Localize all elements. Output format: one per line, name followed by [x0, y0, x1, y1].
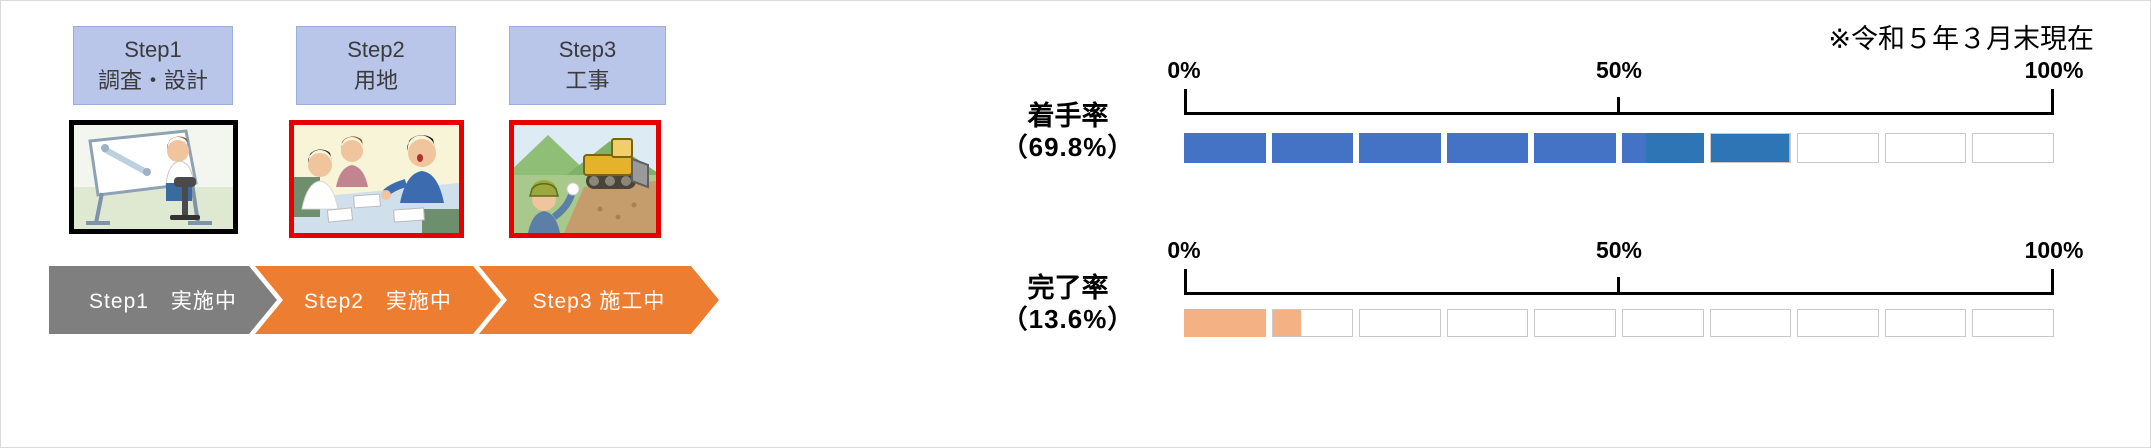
- chart1-axis-tick-mark: [2051, 89, 2054, 115]
- chart2-axis-line: [1184, 292, 2054, 295]
- step1-label-box: Step1 調査・設計: [73, 26, 233, 105]
- chart1-tick-50: 50%: [1595, 57, 1643, 83]
- chart2-tick-100: 100%: [2024, 237, 2084, 263]
- step3-name: 工事: [565, 68, 610, 93]
- construction-illustration: [514, 125, 656, 233]
- bar-cell: [1621, 133, 1704, 163]
- bar-cell: [1797, 309, 1879, 337]
- chart1-axis-tick-mark: [1617, 97, 1620, 115]
- chart2-bar-track: [1184, 309, 2054, 337]
- chart1-bar-track: [1184, 133, 2054, 163]
- step1-title: Step1: [124, 37, 182, 62]
- bar-cell: [1184, 309, 1266, 337]
- bar-cell: [1446, 309, 1529, 337]
- chart2-value: （13.6%）: [1001, 304, 1135, 334]
- chart1-axis-tick-mark: [1184, 89, 1187, 115]
- step2-name: 用地: [353, 68, 398, 93]
- step3-label-box: Step3 工事: [509, 26, 666, 105]
- step2-title: Step2: [347, 37, 405, 62]
- chart1-tick-100: 100%: [2024, 57, 2084, 83]
- arrow-step2-label: Step2 実施中: [304, 290, 452, 313]
- bar-cell: [1884, 309, 1967, 337]
- bar-cell: [1884, 133, 1967, 163]
- bar-cell: [1534, 309, 1616, 337]
- chart1-value: （69.8%）: [1001, 132, 1135, 162]
- as-of-date-note: ※令和５年３月末現在: [1828, 24, 2094, 54]
- chart1-tick-0: 0%: [1167, 57, 1201, 83]
- chart2-tick-50: 50%: [1595, 237, 1643, 263]
- chart1-axis-line: [1184, 112, 2054, 115]
- bar-cell: [1359, 133, 1441, 163]
- chart2-tick-0: 0%: [1167, 237, 1201, 263]
- chart2-axis-tick-mark: [1184, 269, 1187, 295]
- land-meeting-illustration: [294, 125, 459, 233]
- bar-cell: [1446, 133, 1529, 163]
- chart1-plot: 0% 50% 100%: [1167, 57, 2083, 167]
- bar-cell: [1972, 309, 2054, 337]
- survey-design-image-frame: [69, 120, 238, 234]
- chart1-title: 着手率: [1027, 101, 1109, 131]
- chart2-plot: 0% 50% 100%: [1167, 237, 2083, 343]
- chart1-title-block: 着手率 （69.8%）: [953, 101, 1183, 162]
- chart2-axis-tick-mark: [1617, 277, 1620, 295]
- bar-cell: [1271, 133, 1354, 163]
- bar-cell: [1534, 133, 1616, 163]
- step2-label-box: Step2 用地: [296, 26, 456, 105]
- chart2-title: 完了率: [1027, 273, 1109, 303]
- construction-image-frame: [509, 120, 661, 238]
- bar-cell: [1359, 309, 1441, 337]
- chart2-axis-tick-mark: [2051, 269, 2054, 295]
- step1-name: 調査・設計: [97, 68, 208, 93]
- progress-arrow-strip: Step1 実施中 Step2 実施中 Step3 施工中: [49, 266, 719, 334]
- bar-cell: [1621, 309, 1704, 337]
- bar-cell: [1797, 133, 1879, 163]
- chevron-arrows-graphic: [49, 266, 719, 334]
- arrow-step3-label: Step3 施工中: [532, 290, 666, 313]
- bar-cell: [1184, 133, 1266, 163]
- step3-title: Step3: [558, 37, 617, 62]
- bar-cell: [1709, 133, 1792, 163]
- bar-cell: [1271, 309, 1354, 337]
- land-meeting-image-frame: [289, 120, 464, 238]
- bar-cell: [1972, 133, 2054, 163]
- bar-cell: [1709, 309, 1792, 337]
- arrow-step1-label: Step1 実施中: [89, 290, 237, 313]
- chart2-title-block: 完了率 （13.6%）: [953, 273, 1183, 334]
- survey-design-illustration: [74, 125, 233, 229]
